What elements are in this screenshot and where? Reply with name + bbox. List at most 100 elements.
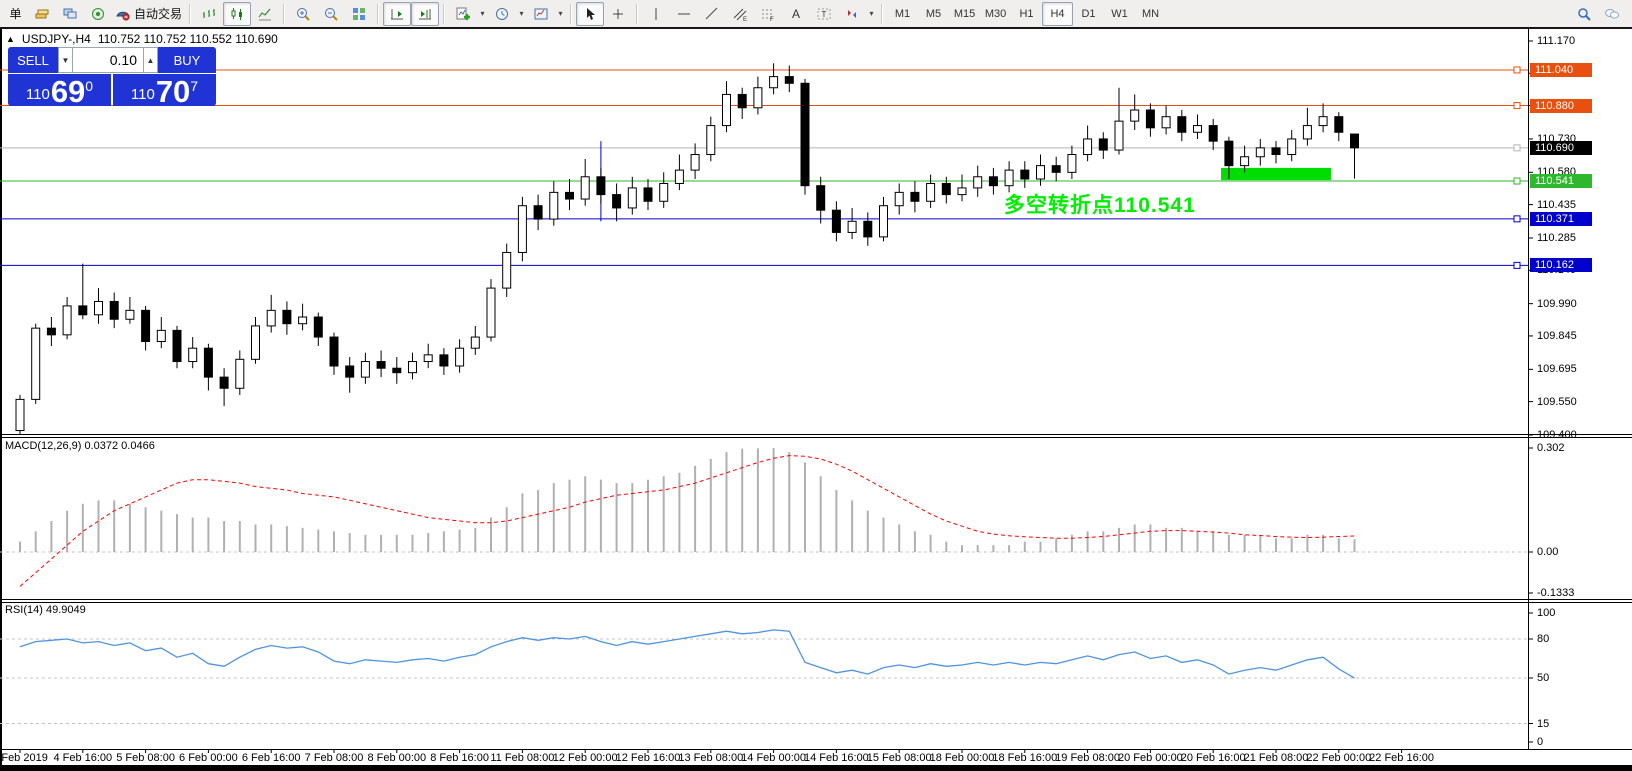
tf-m1-button[interactable]: M1 [887, 2, 918, 26]
auto-trading-button[interactable]: 自动交易 [112, 2, 185, 26]
new-order-button[interactable]: 单 [0, 2, 28, 26]
text-button[interactable]: A [782, 2, 810, 26]
market-watch-button[interactable] [28, 2, 56, 26]
new-order-button-label: 单 [9, 7, 22, 21]
buy-price-button[interactable]: 110 70 7 [113, 74, 216, 107]
rsi-tick-label: 100 [1537, 607, 1556, 619]
symbol-timeframe: USDJPY-,H4 [21, 32, 91, 46]
sell-price-fraction: 0 [85, 78, 94, 94]
price-tick-label: 109.550 [1537, 395, 1577, 408]
sell-price-button[interactable]: 110 69 0 [8, 74, 111, 107]
terminal-button[interactable] [56, 2, 84, 26]
zoomin-icon [295, 6, 311, 22]
rsi-tick-label: 15 [1537, 717, 1550, 730]
vline-icon [648, 6, 664, 22]
line-chart-button[interactable] [251, 2, 279, 26]
indicators-button-dropdown[interactable]: ▾ [480, 9, 485, 18]
periods-button-dropdown[interactable]: ▾ [519, 9, 524, 18]
time-axis-label: 4 Feb 2019 [0, 752, 48, 764]
chart-shift-button[interactable] [411, 1, 440, 26]
volume-increase-button[interactable]: ▲ [143, 47, 158, 73]
labelT-icon: T [816, 6, 832, 22]
periods-button[interactable] [488, 2, 516, 26]
chevron-down-icon: ▼ [61, 55, 70, 65]
price-badge-110.690: 110.690 [1530, 140, 1592, 155]
tf-mn-button-label: MN [1141, 7, 1160, 20]
collapse-panel-icon[interactable]: ▲ [6, 34, 15, 44]
time-axis-label: 22 Feb 00:00 [1306, 752, 1372, 764]
toolbar-separator [283, 3, 286, 24]
chart-header: ▲ USDJPY-,H4 110.752 110.752 110.552 110… [6, 32, 278, 46]
arrows-button[interactable] [838, 2, 866, 26]
zoom-out-button[interactable] [317, 2, 345, 26]
tf-w1-button-label: W1 [1111, 7, 1128, 20]
equidistant-channel-button[interactable]: E [726, 2, 754, 26]
support-highlight-zone [1221, 167, 1331, 181]
trend-line-button[interactable] [698, 2, 726, 26]
time-axis-label: 20 Feb 16:00 [1180, 752, 1246, 764]
crosshair-button[interactable] [604, 2, 632, 26]
time-axis-label: 4 Feb 16:00 [53, 752, 113, 764]
shift-icon [417, 6, 433, 22]
macd-indicator-label: MACD(12,26,9) 0.0372 0.0466 [5, 440, 155, 452]
one-click-trade-panel: SELL ▼ 0.10 ▲ BUY 110 69 0 110 70 7 [8, 47, 216, 107]
bar-chart-button[interactable] [195, 2, 223, 26]
sell-button[interactable]: SELL [8, 47, 58, 73]
zoom-in-button[interactable] [289, 2, 317, 26]
crosshair-icon [610, 6, 626, 22]
macd-tick-label: 0.00 [1537, 546, 1559, 558]
sell-price-base: 110 [25, 86, 50, 103]
cursor-button[interactable] [576, 1, 605, 26]
candlestick-button[interactable] [223, 1, 252, 26]
tf-m5-button[interactable]: M5 [918, 2, 949, 26]
panel-borders [0, 29, 1632, 750]
tile-windows-button[interactable] [345, 2, 373, 26]
auto-trading-button-label: 自动交易 [134, 7, 183, 21]
terminal-icon [62, 6, 78, 22]
svg-text:T: T [822, 10, 827, 19]
price-tick-label: 109.845 [1537, 329, 1577, 342]
toolbar-right-group [1570, 2, 1632, 26]
tf-h4-button[interactable]: H4 [1042, 1, 1074, 26]
time-ticks [19, 750, 1403, 753]
toolbar-divider [0, 27, 1632, 29]
tf-mn-button[interactable]: MN [1135, 2, 1166, 26]
search-icon [1576, 6, 1592, 22]
buy-button[interactable]: BUY [158, 47, 216, 73]
indicators-button[interactable] [449, 2, 477, 26]
signals-button[interactable] [84, 2, 112, 26]
time-axis-label: 18 Feb 00:00 [929, 752, 995, 764]
window-bottom-border [0, 765, 1632, 771]
fibonacci-button[interactable]: F [754, 2, 782, 26]
auto-scroll-button[interactable] [383, 1, 412, 26]
time-axis-label: 6 Feb 00:00 [179, 752, 238, 764]
bars-icon [201, 6, 217, 22]
candles-icon [229, 6, 245, 22]
hat-icon [115, 6, 131, 22]
level-lines [0, 66, 1528, 269]
autoscroll-icon [389, 6, 405, 22]
tf-d1-button[interactable]: D1 [1073, 2, 1104, 26]
volume-decrease-button[interactable]: ▼ [58, 47, 73, 73]
time-axis-label: 19 Feb 08:00 [1055, 752, 1121, 764]
macd-tick-label: 0.302 [1537, 441, 1565, 454]
template-icon [533, 6, 549, 22]
tf-w1-button[interactable]: W1 [1104, 2, 1135, 26]
templates-button[interactable] [527, 2, 555, 26]
buy-price-fraction: 7 [190, 78, 199, 94]
arrows-button-dropdown[interactable]: ▾ [869, 9, 874, 18]
tf-h1-button[interactable]: H1 [1011, 2, 1042, 26]
tf-m30-button[interactable]: M30 [980, 2, 1011, 26]
volume-input[interactable]: 0.10 [73, 47, 143, 73]
time-axis-label: 8 Feb 00:00 [367, 752, 427, 764]
vertical-line-button[interactable] [642, 2, 670, 26]
search-button[interactable] [1570, 2, 1598, 26]
horizontal-line-button[interactable] [670, 2, 698, 26]
tf-m15-button[interactable]: M15 [949, 2, 980, 26]
templates-button-dropdown[interactable]: ▾ [558, 9, 563, 18]
macd-tick-label: -0.1333 [1537, 587, 1575, 599]
chat-button[interactable] [1598, 2, 1626, 26]
text-label-button[interactable]: T [810, 2, 838, 26]
